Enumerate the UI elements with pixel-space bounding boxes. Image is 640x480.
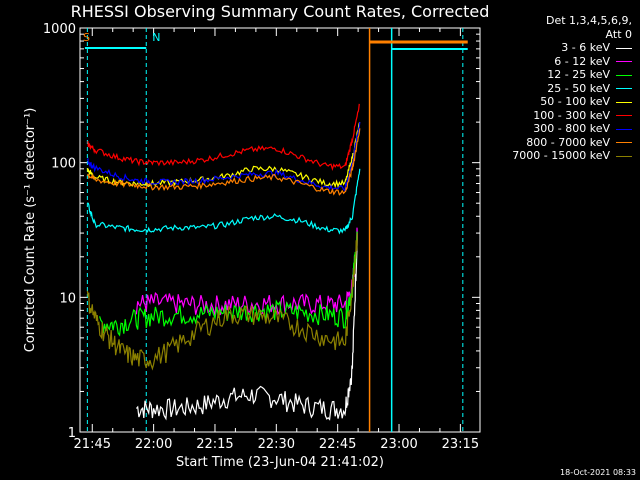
x-tick-label: 22:45 <box>319 437 356 452</box>
legend-swatch <box>616 88 632 89</box>
series-line-2 <box>99 231 358 337</box>
chart-title: RHESSI Observing Summary Count Rates, Co… <box>70 2 490 21</box>
y-tick-label: 100 <box>51 157 76 172</box>
x-axis-label: Start Time (23-Jun-04 21:41:02) <box>176 455 384 470</box>
legend-swatch <box>616 47 632 49</box>
series-line-3 <box>87 168 361 235</box>
legend-label: 3 - 6 keV <box>561 41 610 54</box>
legend-label: 25 - 50 keV <box>547 81 610 95</box>
legend-item: 7000 - 15000 keV <box>512 149 632 163</box>
legend-item: 3 - 6 keV <box>512 41 632 55</box>
x-tick-label: 23:15 <box>442 437 479 452</box>
series-line-6 <box>86 122 361 193</box>
legend-item: 300 - 800 keV <box>512 122 632 136</box>
y-tick-label: 1000 <box>43 22 76 37</box>
legend-item: 6 - 12 keV <box>512 55 632 69</box>
legend-swatch <box>616 115 632 116</box>
legend-label: 100 - 300 keV <box>533 108 610 122</box>
annotation-s: S <box>83 31 90 44</box>
y-tick-label: 10 <box>59 291 76 306</box>
legend-item: 800 - 7000 keV <box>512 136 632 150</box>
x-tick-label: 22:30 <box>258 437 295 452</box>
series-line-0 <box>135 233 358 421</box>
legend-item: 50 - 100 keV <box>512 95 632 109</box>
legend-label: 800 - 7000 keV <box>526 135 610 149</box>
series-line-8 <box>86 233 358 371</box>
y-axis-label: Corrected Count Rate (s⁻¹ detector⁻¹) <box>23 108 38 353</box>
legend-label: 6 - 12 keV <box>554 54 610 68</box>
x-tick-label: 21:45 <box>74 437 111 452</box>
legend-label: 300 - 800 keV <box>533 122 610 135</box>
annotation-n: N <box>152 31 160 44</box>
legend-swatch <box>616 101 632 103</box>
series-line-1 <box>135 227 358 316</box>
legend-swatch <box>616 74 632 76</box>
plot-frame <box>79 27 481 433</box>
legend-swatch <box>616 155 632 157</box>
series-line-7 <box>86 128 361 196</box>
x-tick-label: 23:00 <box>380 437 417 452</box>
y-tick-label: 1 <box>68 426 76 441</box>
legend-swatch <box>616 61 632 62</box>
legend-swatch <box>616 128 632 130</box>
legend-header-line-2: Att 0 <box>605 27 632 41</box>
timestamp: 18-Oct-2021 08:33 <box>560 468 636 477</box>
legend-label: 7000 - 15000 keV <box>512 149 610 162</box>
legend-swatch <box>616 142 632 143</box>
series-line-5 <box>87 103 360 172</box>
legend-item: 100 - 300 keV <box>512 109 632 123</box>
x-tick-label: 22:15 <box>196 437 233 452</box>
series-line-4 <box>86 121 361 189</box>
legend-label: 50 - 100 keV <box>540 95 610 108</box>
legend-label: 12 - 25 keV <box>547 68 610 81</box>
chart-legend: Det 1,3,4,5,6,9, Att 0 3 - 6 keV 6 - 12 k… <box>512 14 632 163</box>
legend-header-line-1: Det 1,3,4,5,6,9, <box>545 14 632 27</box>
x-tick-label: 22:00 <box>135 437 172 452</box>
legend-item: 25 - 50 keV <box>512 82 632 96</box>
legend-item: 12 - 25 keV <box>512 68 632 82</box>
